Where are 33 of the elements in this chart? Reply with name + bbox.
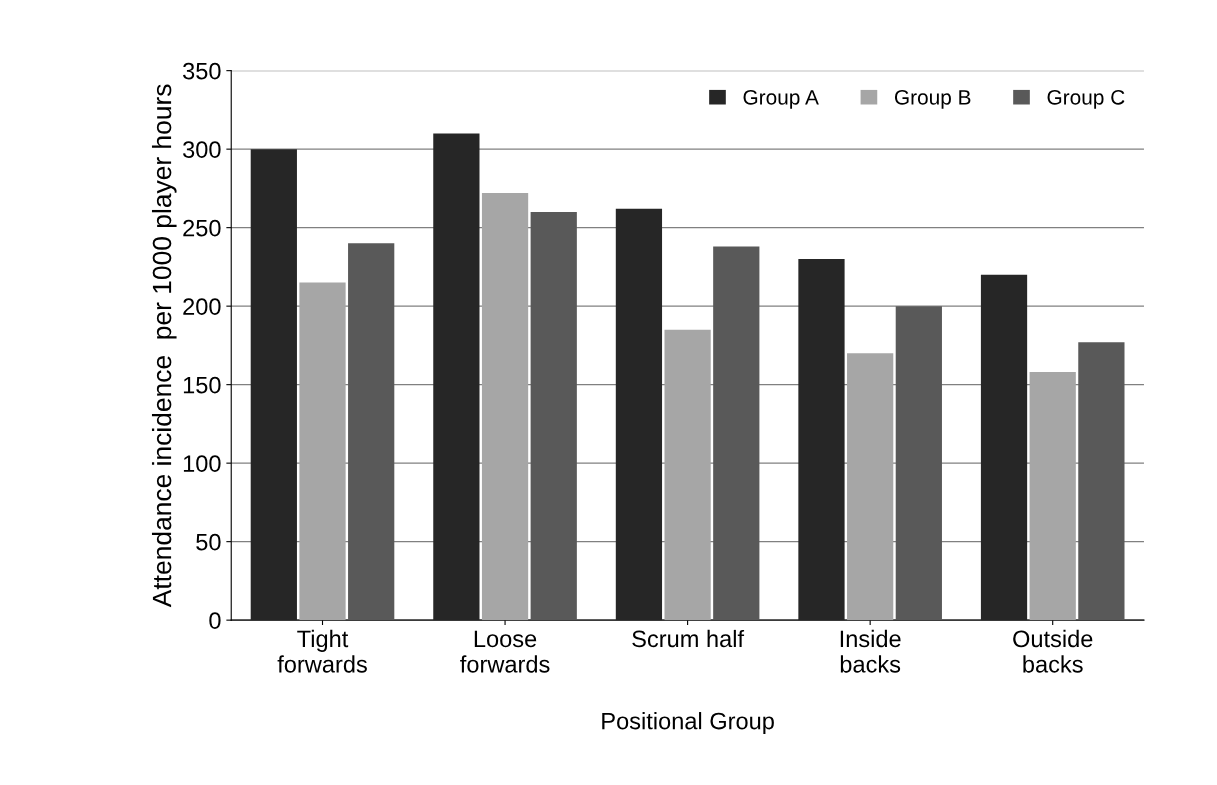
bar (798, 259, 845, 621)
x-tick-label: Outside backs (1013, 629, 1093, 673)
bar (615, 208, 663, 621)
bar (1078, 342, 1125, 621)
y-tick-label: 100 (183, 455, 221, 472)
y-tick-label: 250 (183, 219, 221, 237)
x-tick-label: Scrum half (632, 629, 745, 648)
y-tick-label: 200 (183, 298, 221, 315)
bar (433, 133, 480, 621)
bar (980, 274, 1028, 621)
y-tick-label: 0 (209, 612, 221, 629)
y-tick-label: 150 (183, 376, 221, 394)
x-tick-label: Inside backs (840, 629, 901, 673)
y-tick-label: 50 (196, 533, 221, 551)
legend-label: Group C (1047, 89, 1125, 109)
x-tick-label: Tight forwards (277, 629, 367, 673)
bar (1029, 372, 1076, 621)
bar (713, 246, 760, 621)
y-axis-title: Attendance incidence per 1000 player hours (151, 84, 177, 608)
bar (250, 149, 297, 621)
bar (895, 306, 942, 621)
legend-label: Group A (743, 89, 819, 109)
bar (664, 329, 711, 621)
y-tick-label: 350 (183, 62, 221, 80)
bar (299, 282, 346, 621)
bar (847, 353, 894, 621)
bar (348, 243, 395, 621)
y-tick-label: 300 (183, 141, 221, 158)
legend-label: Group B (894, 89, 971, 109)
bar (530, 211, 577, 621)
bar (481, 193, 529, 621)
x-axis-title: Positional Group (602, 712, 774, 735)
x-tick-label: Loose forwards (460, 630, 550, 673)
